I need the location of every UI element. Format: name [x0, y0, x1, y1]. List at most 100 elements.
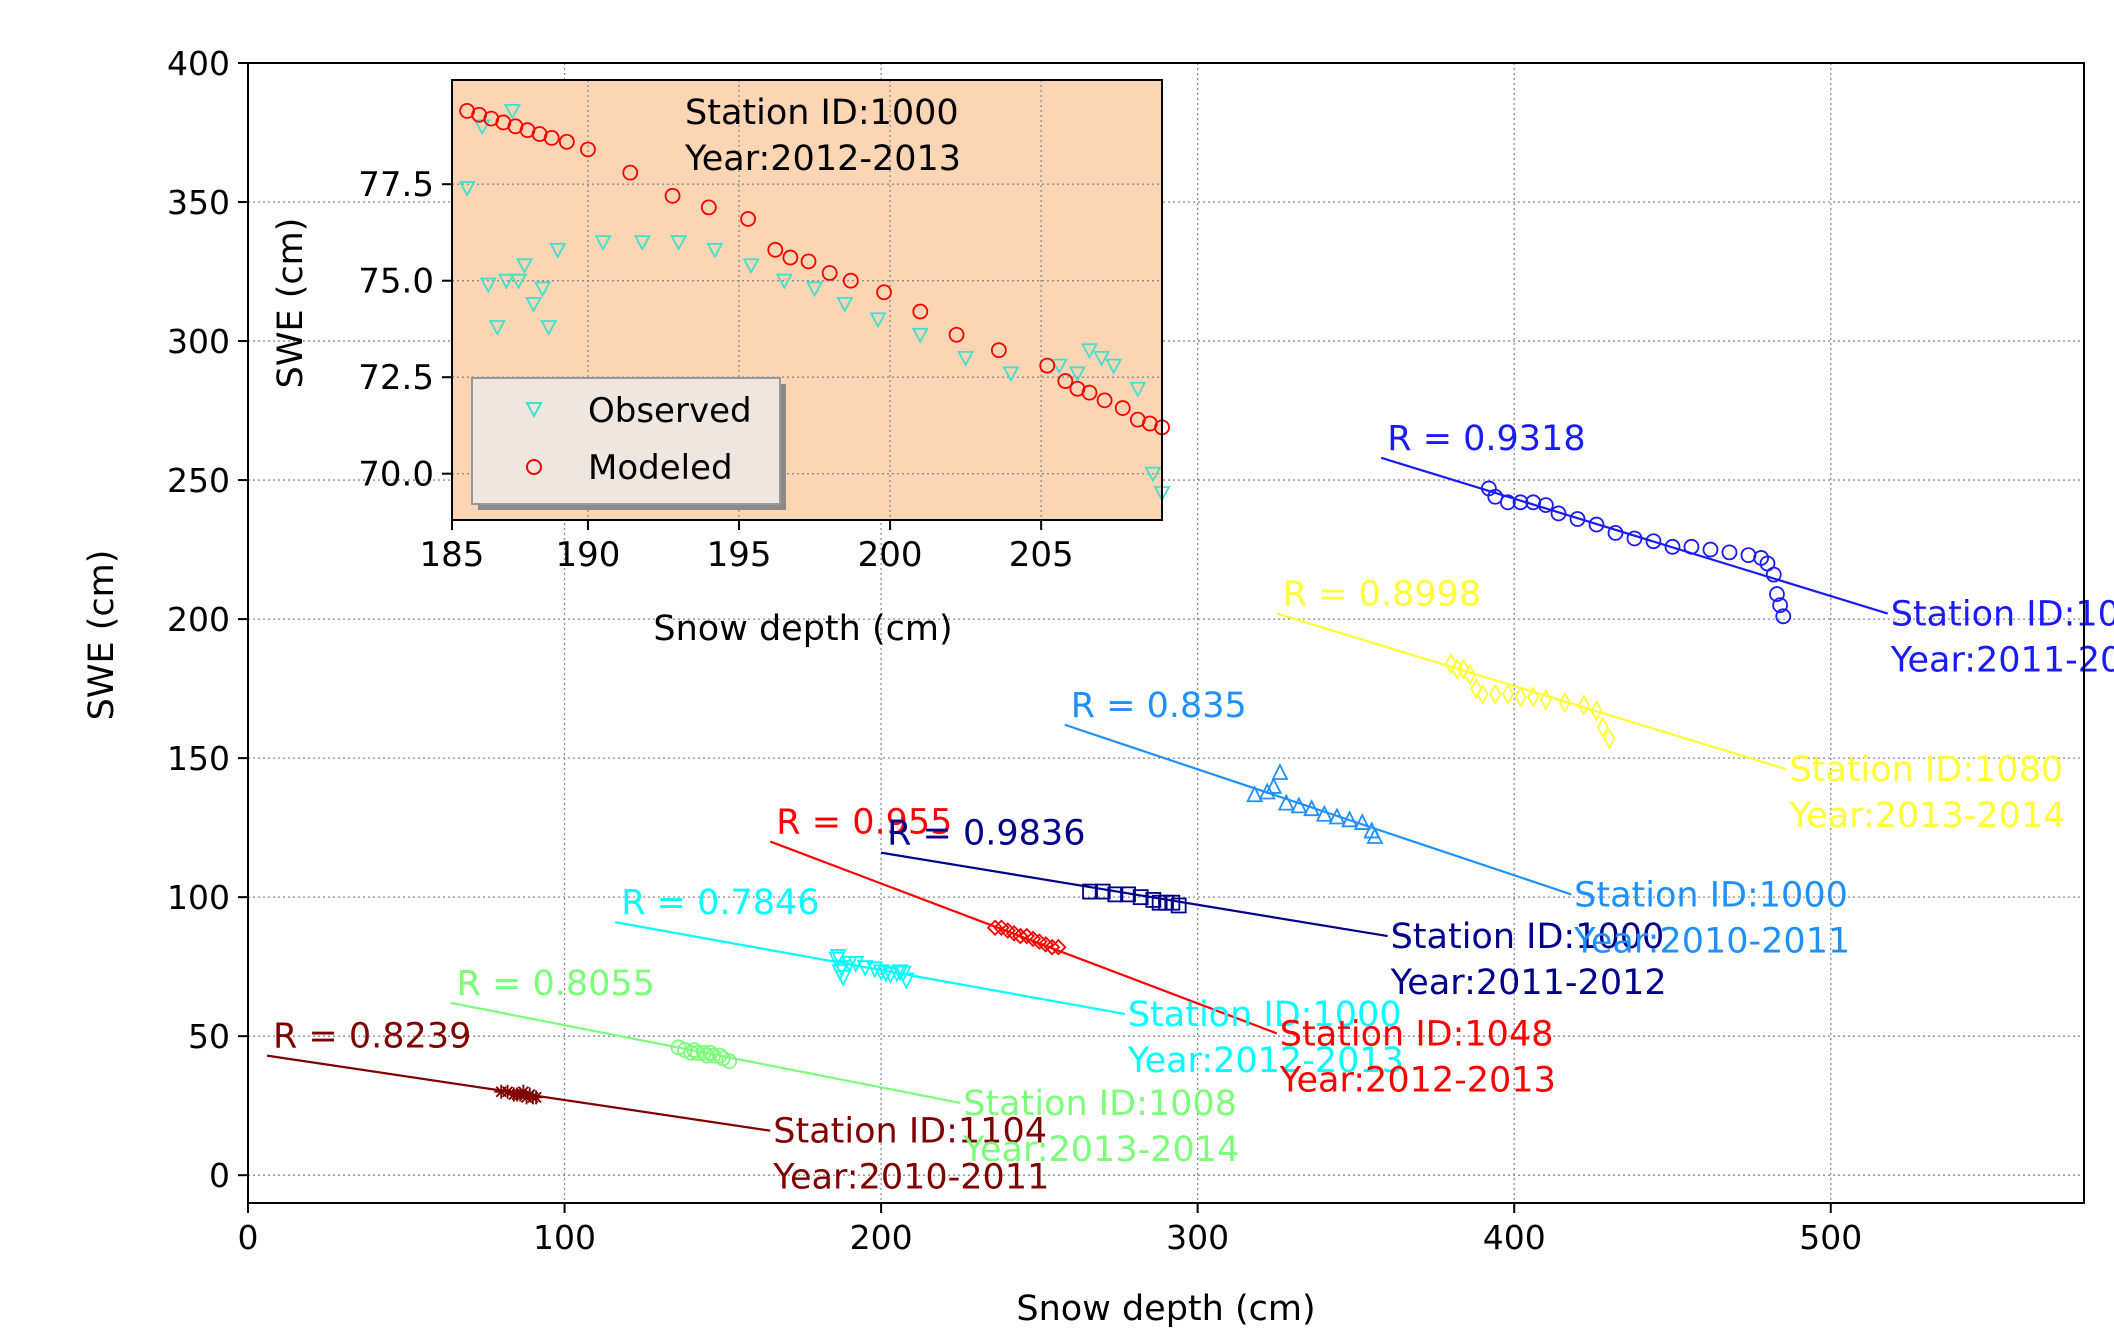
inset-modeled-point: [782, 249, 799, 266]
inset-observed-point: [1050, 358, 1068, 375]
inset-modeled-point: [948, 326, 965, 343]
series-3-point: [877, 965, 895, 983]
series-3-point: [856, 960, 874, 978]
series-8-station-label: Station ID:1011: [1891, 595, 2114, 635]
inset-chart: Station ID:1000 Year:2012-2013 Observed …: [271, 79, 1171, 649]
series-2-r-label: R = 0.8055: [457, 964, 655, 1004]
inset-y-tick-label: 70.0: [358, 455, 434, 495]
inset-modeled-point: [990, 342, 1007, 359]
series-7-point: [1577, 694, 1590, 717]
series-2-year-label: Year:2013-2014: [962, 1130, 1239, 1170]
series-1-r-label: R = 0.8239: [273, 1017, 471, 1057]
series-8-point: [1512, 494, 1529, 511]
series-7-point: [1476, 683, 1489, 706]
main-x-tick-label: 0: [238, 1218, 259, 1257]
series-3-point: [866, 961, 884, 979]
series-2-point: [699, 1047, 715, 1064]
inset-x-tick-label: 200: [858, 535, 923, 575]
series-2-station-id-1008-year-2013-2014: [450, 1001, 961, 1104]
legend-modeled-label: Modeled: [588, 448, 733, 488]
inset-observed-point: [458, 181, 476, 197]
series-7-r-label: R = 0.8998: [1283, 575, 1481, 615]
inset-observed-point: [1080, 343, 1098, 360]
inset-observed-point: [1068, 366, 1086, 383]
legend-observed-label: Observed: [588, 391, 752, 431]
inset-y-tick-label: 72.5: [358, 358, 434, 398]
main-y-tick-label: 400: [167, 44, 230, 83]
series-2-point: [705, 1047, 722, 1064]
series-1-point: [529, 1090, 544, 1105]
series-6-point: [1341, 810, 1359, 828]
series-6-station-id-1000-year-2010-2011: [1064, 723, 1572, 896]
series-7-point: [1539, 688, 1552, 711]
series-2-point: [702, 1044, 719, 1061]
inset-observed-point: [525, 296, 543, 313]
inset-observed-point: [706, 242, 724, 259]
inset-observed-point: [1129, 381, 1147, 398]
series-4-r-label: R = 0.955: [776, 803, 952, 843]
main-x-tick-label: 300: [1166, 1218, 1229, 1257]
series-2-point: [683, 1044, 700, 1061]
main-y-tick-label: 350: [167, 183, 230, 222]
series-3-point: [891, 964, 909, 982]
series-5-point: [1107, 886, 1124, 903]
series-7-station-id-1080-year-2013-2014: [1276, 612, 1787, 771]
series-8-year-label: Year:2011-2012: [1890, 641, 2114, 681]
series-7-year-label: Year:2013-2014: [1788, 796, 2065, 836]
inset-modeled-point: [1039, 357, 1056, 374]
series-5-point: [1120, 886, 1136, 903]
series-3-point: [834, 969, 852, 987]
inset-modeled-point: [876, 284, 892, 301]
series-7-point: [1514, 686, 1527, 708]
series-7-point: [1590, 700, 1603, 722]
series-7-point: [1596, 716, 1609, 739]
series-7-point: [1457, 658, 1470, 680]
series-4-point: [986, 919, 1004, 937]
main-y-tick-label: 0: [209, 1156, 230, 1195]
series-1-station-label: Station ID:1104: [773, 1112, 1047, 1152]
series-7-point: [1501, 683, 1514, 706]
inset-modeled-point: [912, 303, 929, 320]
series-8-point: [1664, 538, 1681, 555]
series-4-station-label: Station ID:1048: [1280, 1014, 1554, 1054]
inset-modeled-point: [622, 164, 639, 181]
inset-modeled-point: [558, 133, 575, 150]
main-x-tick-label: 400: [1483, 1218, 1546, 1257]
series-3-r-label: R = 0.7846: [621, 883, 819, 923]
inset-observed-point: [633, 235, 651, 252]
main-plot-frame: [247, 62, 2085, 1204]
series-5-point: [1082, 883, 1098, 900]
inset-observed-point: [488, 320, 506, 336]
inset-y-tick-label: 75.0: [358, 262, 434, 302]
inset-observed-point: [742, 258, 760, 275]
inset-observed-point: [1105, 358, 1123, 375]
inset-modeled-point: [842, 272, 859, 289]
series-1-point: [516, 1084, 531, 1099]
series-1-point: [500, 1084, 515, 1099]
series-3-point: [897, 972, 915, 990]
series-6-point: [1328, 807, 1346, 825]
legend-box: [471, 377, 781, 505]
main-x-tick-label: 200: [850, 1218, 913, 1257]
legend-modeled-marker: [526, 459, 542, 475]
inset-modeled-point: [800, 253, 817, 270]
inset-modeled-point: [700, 199, 717, 216]
series-8-point: [1499, 494, 1516, 511]
inset-frame: [451, 79, 1163, 521]
main-y-axis-label: SWE (cm): [82, 550, 122, 721]
series-8-point: [1765, 566, 1782, 583]
series-8-station-id-1011-year-2011-2012: [1380, 456, 1889, 625]
series-6-point: [1366, 826, 1384, 844]
main-y-tick-label: 300: [167, 322, 230, 361]
main-x-axis-label: Snow depth (cm): [1016, 1289, 1315, 1329]
inset-observed-point: [1002, 366, 1020, 383]
series-7-point: [1603, 727, 1616, 750]
main-y-tick-label: 150: [167, 739, 230, 778]
series-5-station-label: Station ID:1000: [1391, 917, 1665, 957]
series-5-point: [1170, 897, 1187, 914]
series-3-point: [833, 960, 850, 978]
inset-modeled-point: [740, 211, 756, 227]
main-y-tick-label: 250: [167, 461, 230, 500]
inset-observed-point: [497, 273, 515, 290]
